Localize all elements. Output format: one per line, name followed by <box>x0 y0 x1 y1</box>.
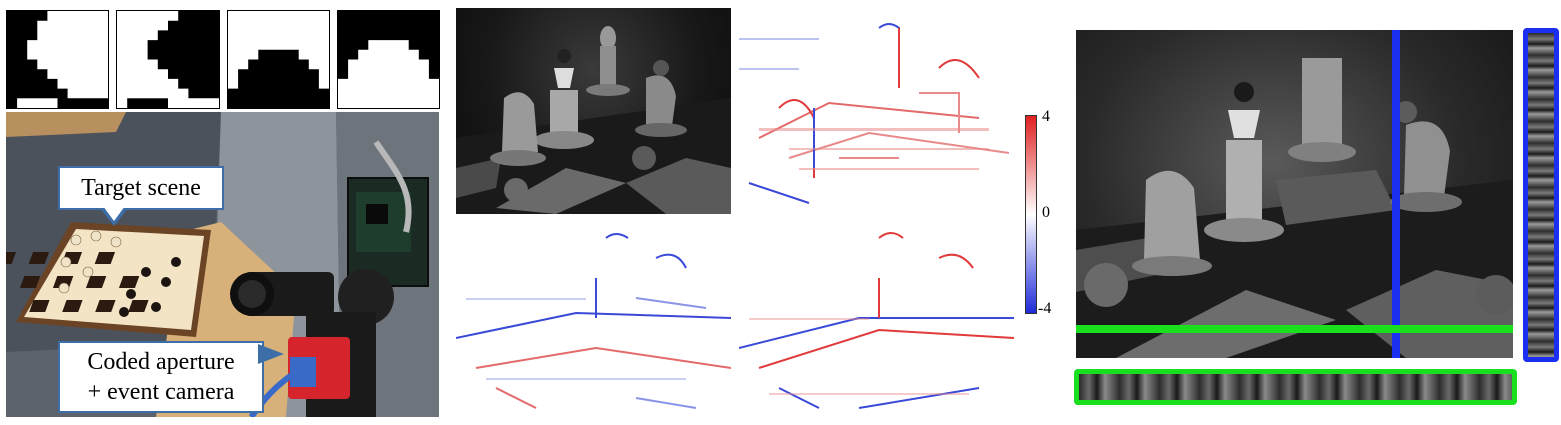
event-map-top-right <box>739 8 1014 214</box>
colorbar-max-label: 4 <box>1042 108 1050 125</box>
aperture-pattern-1 <box>6 10 109 109</box>
vertical-guide-line <box>1392 30 1400 358</box>
callout-camera-line1: Coded aperture <box>87 349 235 375</box>
event-map-bottom-right <box>739 218 1014 424</box>
horizontal-slice-strip <box>1074 369 1517 405</box>
callout-target-scene: Target scene <box>58 166 224 210</box>
callout-target-scene-text: Target scene <box>81 175 201 201</box>
callout-camera-pointer <box>258 344 284 364</box>
aperture-pattern-4 <box>337 10 440 109</box>
callout-target-pointer <box>100 206 128 226</box>
colorbar-min-label: -4 <box>1038 300 1052 317</box>
callout-camera-line2: + event camera <box>87 379 235 405</box>
camera-rig-graphic <box>230 140 429 417</box>
aperture-pattern-2 <box>116 10 220 109</box>
colorbar-mid-label: 0 <box>1042 204 1050 221</box>
chess-grayscale-image <box>456 8 731 214</box>
vertical-slice-strip <box>1523 28 1559 362</box>
horizontal-guide-line <box>1076 325 1513 333</box>
chessboard-graphic <box>6 222 211 337</box>
callout-camera: Coded aperture + event camera <box>58 341 264 413</box>
colorbar <box>1025 115 1037 314</box>
event-map-bottom-left <box>456 218 731 424</box>
chess-closeup-image <box>1076 30 1513 358</box>
aperture-pattern-3 <box>227 10 330 109</box>
